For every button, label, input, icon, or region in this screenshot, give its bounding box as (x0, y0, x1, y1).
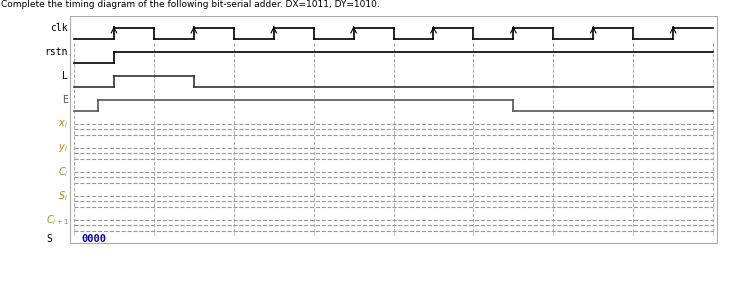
Text: $C_{i+1}$: $C_{i+1}$ (45, 213, 69, 227)
Text: Complete the timing diagram of the following bit-serial adder. DX=1011, DY=1010.: Complete the timing diagram of the follo… (1, 0, 380, 9)
Text: $y_i$: $y_i$ (58, 142, 69, 154)
Text: L: L (62, 71, 69, 81)
Text: E: E (62, 95, 69, 105)
Text: S: S (47, 234, 52, 244)
Bar (71, 16, 717, 243)
Text: clk: clk (50, 23, 69, 33)
Text: rstn: rstn (44, 47, 69, 57)
Text: $x_i$: $x_i$ (58, 118, 69, 130)
Text: 0000: 0000 (81, 234, 106, 244)
Text: $S_i$: $S_i$ (58, 189, 69, 203)
Text: $C_i$: $C_i$ (58, 165, 69, 179)
